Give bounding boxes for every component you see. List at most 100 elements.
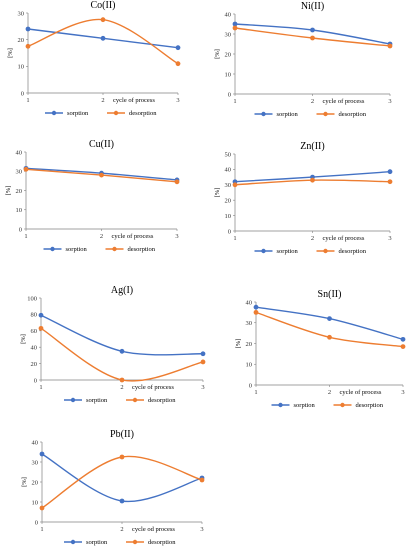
series-line-desorption xyxy=(27,18,179,65)
y-axis-label: [%] xyxy=(20,334,27,344)
y-tick-label: 0 xyxy=(249,382,252,389)
data-point-sorption xyxy=(387,169,393,175)
data-point-desorption xyxy=(23,166,29,172)
y-tick-label: 40 xyxy=(31,345,38,352)
data-point-desorption xyxy=(25,43,31,49)
chart-title: Ag(I) xyxy=(111,285,133,296)
legend-marker-desorption xyxy=(323,248,328,254)
x-tick-label: 3 xyxy=(176,97,179,104)
legend-label-sorption: sorption xyxy=(66,246,88,253)
y-tick-label: 30 xyxy=(16,169,23,176)
legend-label-desorption: desorption xyxy=(356,402,384,409)
data-point-desorption xyxy=(174,179,180,185)
data-point-sorption xyxy=(253,304,259,310)
x-axis-label: cycle of process xyxy=(132,384,174,391)
data-point-sorption xyxy=(119,348,125,354)
data-point-desorption xyxy=(39,505,45,511)
x-tick-label: 3 xyxy=(201,384,204,391)
legend-marker-desorption xyxy=(132,539,138,545)
legend-marker-sorption xyxy=(51,110,57,116)
chart-3: Zn(II) 0 10 20 30 40 50 1 2 3 cycle of process [%] s… xyxy=(214,141,393,255)
x-axis-label: cycle od process xyxy=(132,526,175,533)
data-point-desorption xyxy=(310,35,315,41)
data-point-desorption xyxy=(119,377,125,383)
data-point-sorption xyxy=(175,45,181,51)
y-axis-label: [%] xyxy=(235,339,242,349)
legend-marker-sorption xyxy=(70,539,76,545)
legend-marker-sorption xyxy=(50,246,55,252)
legend-label-sorption: sorption xyxy=(86,539,108,546)
x-tick-label: 2 xyxy=(328,389,331,396)
legend-label-sorption: sorption xyxy=(277,248,299,255)
legend-label-sorption: sorption xyxy=(294,402,316,409)
y-tick-label: 40 xyxy=(246,299,253,306)
chart-4: Ag(I) 0 20 40 60 80 100 1 2 3 cycle of process [%] s… xyxy=(20,285,206,404)
y-tick-label: 40 xyxy=(32,439,39,446)
chart-5: Sn(II) 0 10 20 30 40 1 2 3 cycle of process [%] sor… xyxy=(235,289,406,409)
y-tick-label: 20 xyxy=(225,198,232,205)
chart-6: Pb(II) 0 10 20 30 40 1 2 3 cycle od process [%] sor… xyxy=(21,429,205,546)
y-tick-label: 0 xyxy=(21,90,24,97)
series-line-sorption xyxy=(255,306,404,341)
legend-marker-sorption xyxy=(261,111,266,117)
y-tick-label: 0 xyxy=(34,377,37,384)
x-tick-label: 1 xyxy=(39,384,42,391)
x-tick-label: 1 xyxy=(24,233,27,240)
data-point-desorption xyxy=(199,477,205,483)
legend-label-desorption: desorption xyxy=(128,246,156,253)
x-axis-label: cycle of process xyxy=(340,389,382,396)
legend-marker-desorption xyxy=(340,402,345,408)
chart-2: Cu(II) 0 10 20 30 40 1 2 3 cycle of process [%] sor… xyxy=(5,139,180,253)
x-axis-label: cycle of process xyxy=(113,97,155,104)
y-tick-label: 0 xyxy=(228,228,231,235)
y-tick-label: 0 xyxy=(228,91,231,98)
y-tick-label: 0 xyxy=(19,226,22,233)
data-point-desorption xyxy=(310,177,315,183)
x-tick-label: 3 xyxy=(401,389,404,396)
x-axis-label: cycle of process xyxy=(323,98,365,105)
y-tick-label: 10 xyxy=(225,213,232,220)
y-tick-label: 30 xyxy=(246,320,253,327)
chart-1: Ni(II) 0 10 20 30 40 1 2 3 cycle of process [%] sor… xyxy=(214,1,393,118)
y-tick-label: 20 xyxy=(18,37,25,44)
y-tick-label: 10 xyxy=(32,499,39,506)
x-tick-label: 3 xyxy=(200,526,203,533)
legend-marker-desorption xyxy=(112,246,117,252)
y-tick-label: 10 xyxy=(18,64,25,71)
data-point-sorption xyxy=(38,312,44,318)
legend-label-sorption: sorption xyxy=(86,397,108,404)
y-axis-label: [%] xyxy=(21,477,28,487)
legend-label-desorption: desorption xyxy=(339,111,367,118)
x-tick-label: 2 xyxy=(311,98,314,105)
y-tick-label: 20 xyxy=(32,479,39,486)
x-tick-label: 3 xyxy=(388,98,391,105)
x-tick-label: 3 xyxy=(388,235,391,242)
x-tick-label: 1 xyxy=(233,98,236,105)
y-tick-label: 20 xyxy=(16,188,23,195)
y-axis-label: [%] xyxy=(7,48,14,58)
legend-marker-desorption xyxy=(323,111,328,117)
chart-0: Co(II) 0 10 20 30 1 2 3 cycle of process [%] sorpt… xyxy=(7,0,181,117)
y-tick-label: 50 xyxy=(225,151,232,158)
legend-label-desorption: desorption xyxy=(148,397,176,404)
data-point-sorption xyxy=(39,451,45,457)
data-point-sorption xyxy=(327,316,332,321)
y-tick-label: 10 xyxy=(225,71,232,78)
y-axis-label: [%] xyxy=(214,49,221,59)
legend-label-sorption: sorption xyxy=(67,110,89,117)
data-point-desorption xyxy=(232,25,238,31)
chart-title: Ni(II) xyxy=(301,1,324,12)
y-tick-label: 40 xyxy=(225,167,232,174)
y-tick-label: 30 xyxy=(225,31,232,38)
y-tick-label: 80 xyxy=(31,312,38,319)
y-tick-label: 100 xyxy=(27,295,37,302)
legend-marker-desorption xyxy=(113,110,119,116)
y-tick-label: 20 xyxy=(225,51,232,58)
legend-label-sorption: sorption xyxy=(277,111,299,118)
chart-title: Sn(II) xyxy=(318,289,342,300)
y-axis-label: [%] xyxy=(214,188,221,198)
chart-title: Pb(II) xyxy=(110,429,134,440)
legend-marker-sorption xyxy=(278,402,283,408)
